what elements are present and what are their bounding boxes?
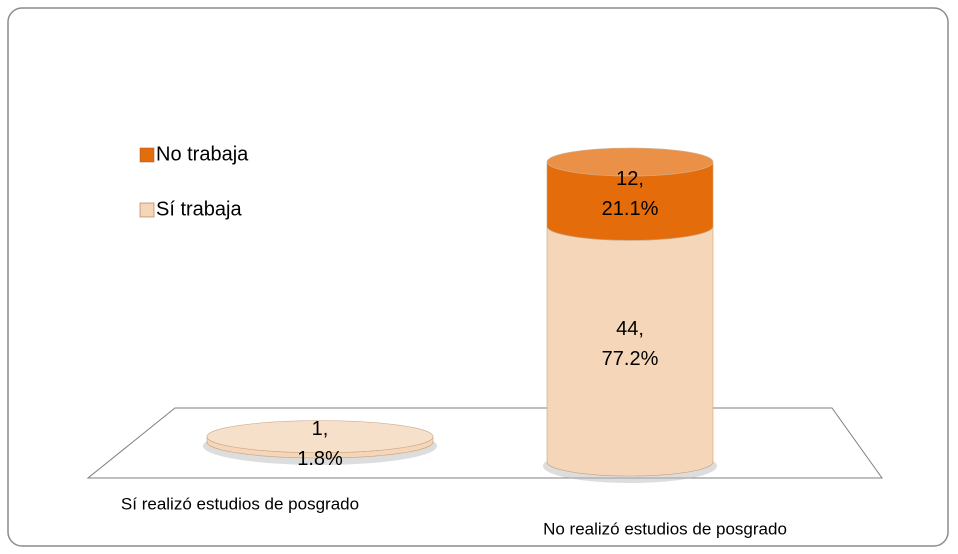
cylinder-top-highlight (207, 420, 433, 453)
cylinder-top-highlight (547, 148, 713, 176)
x-tick-label: No realizó estudios de posgrado (543, 519, 787, 538)
data-label: 12, 21.1% (601, 168, 659, 221)
data-label: 1, 1.8% (297, 418, 343, 470)
legend-swatch (139, 147, 155, 163)
data-label: 44, 77.2% (601, 318, 659, 371)
legend-swatch (139, 202, 155, 218)
cylinder-top (206, 420, 434, 453)
legend-label: Sí trabaja (156, 198, 242, 220)
x-tick-label: Sí realizó estudios de posgrado (121, 494, 359, 513)
legend-label: No trabaja (156, 143, 249, 165)
cylinder-top (546, 147, 714, 177)
